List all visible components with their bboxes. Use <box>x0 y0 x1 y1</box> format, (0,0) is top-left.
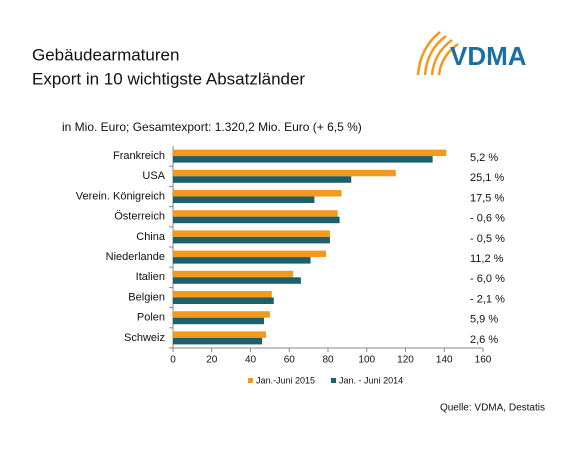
change-label: 11,2 % <box>470 253 504 265</box>
bar <box>173 257 311 264</box>
change-label: 5,2 % <box>470 152 498 164</box>
bar <box>173 176 352 183</box>
chart-note: in Mio. Euro; Gesamtexport: 1.320,2 Mio.… <box>62 120 362 134</box>
change-label: 17,5 % <box>470 192 504 204</box>
bar <box>173 331 266 338</box>
change-label: 2,6 % <box>470 334 498 346</box>
bar <box>173 156 433 163</box>
legend-swatch <box>248 378 253 383</box>
bar <box>173 216 340 224</box>
x-tick-label: 100 <box>358 355 375 366</box>
bar <box>173 196 315 203</box>
change-label: 5,9 % <box>470 314 498 326</box>
bar <box>173 337 263 345</box>
bar <box>173 169 396 177</box>
chart-subtitle: Export in 10 wichtigste Absatzländer <box>32 69 305 88</box>
y-tick-label: Schweiz <box>124 332 165 344</box>
x-tick-label: 160 <box>475 355 492 366</box>
bar <box>173 190 342 197</box>
change-label: - 6,0 % <box>470 273 505 285</box>
y-tick-label: Österreich <box>114 211 165 223</box>
change-label: 25,1 % <box>470 172 504 184</box>
y-tick-label: Frankreich <box>113 150 165 162</box>
bar <box>173 250 327 258</box>
x-tick-label: 80 <box>322 355 334 366</box>
source: Quelle: VDMA, Destatis <box>440 403 545 414</box>
y-tick-label: USA <box>142 170 165 182</box>
bar <box>173 291 272 298</box>
bar <box>173 317 265 325</box>
change-label: - 0,6 % <box>470 213 505 225</box>
change-label: - 0,5 % <box>470 233 505 245</box>
x-tick-label: 0 <box>170 355 176 366</box>
bar <box>173 236 330 244</box>
logo-text: VDMA <box>450 41 527 71</box>
legend-label: Jan. - Juni 2014 <box>339 375 403 385</box>
bar <box>173 230 330 237</box>
y-tick-label: China <box>136 231 166 243</box>
y-tick-label: Italien <box>136 271 165 283</box>
x-tick-label: 20 <box>206 355 218 366</box>
bar <box>173 270 294 278</box>
x-tick-label: 140 <box>436 355 453 366</box>
bar <box>173 149 447 157</box>
change-label: - 2,1 % <box>470 293 505 305</box>
bar <box>173 311 270 318</box>
y-tick-label: Belgien <box>128 291 165 303</box>
legend-swatch <box>331 378 337 383</box>
bar <box>173 297 274 304</box>
legend-label: Jan.-Juni 2015 <box>256 375 315 385</box>
x-tick-label: 40 <box>245 355 257 366</box>
y-tick-label: Polen <box>137 312 165 324</box>
bar <box>173 277 301 284</box>
logo-arcs <box>416 31 459 76</box>
x-tick-label: 120 <box>397 355 414 366</box>
bar <box>173 210 338 217</box>
chart-title: Gebäudearmaturen <box>32 45 179 64</box>
x-tick-label: 60 <box>284 355 296 366</box>
y-tick-label: Niederlande <box>106 251 165 263</box>
y-tick-label: Verein. Königreich <box>76 190 165 202</box>
